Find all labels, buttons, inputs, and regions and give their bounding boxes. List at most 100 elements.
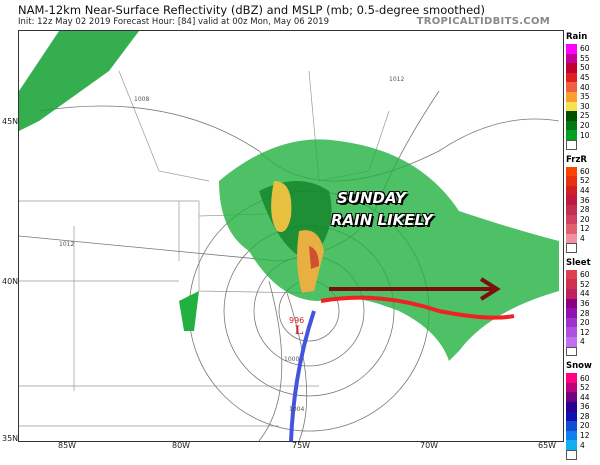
precip-legend: Rain 60 55 50 45 40 35 30 25 20 10 FrzR 60 52 44 36 28 20… xyxy=(566,30,600,465)
legend-label: 44 xyxy=(580,392,590,402)
map-canvas: L 996 1012 1008 1012 1004 1000 xyxy=(19,31,560,441)
legend-swatch xyxy=(566,317,577,328)
legend-label: 30 xyxy=(580,101,590,111)
legend-entry: 20 xyxy=(566,317,600,328)
legend-label: 20 xyxy=(580,214,590,224)
state-borders xyxy=(19,70,390,427)
annotation-line-2: RAIN LIKELY xyxy=(331,211,433,229)
legend-entry: 55 xyxy=(566,53,600,64)
legend-label: 12 xyxy=(580,431,590,441)
legend-swatch xyxy=(566,327,577,338)
legend-entry: 10 xyxy=(566,130,600,140)
legend-swatch xyxy=(566,195,577,205)
legend-entry: 20 xyxy=(566,421,600,431)
future-track-line xyxy=(320,295,515,320)
legend-label: 40 xyxy=(580,82,590,92)
legend-label: 44 xyxy=(580,289,590,299)
lon-label: 65W xyxy=(538,441,557,450)
legend-entry: 28 xyxy=(566,308,600,318)
annotation-line-1: SUNDAY xyxy=(337,189,406,207)
legend-swatch xyxy=(566,91,577,102)
legend-label: 25 xyxy=(580,111,590,121)
legend-entry: 4 xyxy=(566,233,600,244)
legend-swatch xyxy=(566,53,577,64)
legend-label: 4 xyxy=(580,233,585,243)
legend-label: 36 xyxy=(580,298,590,308)
legend-label: 28 xyxy=(580,308,590,318)
legend-swatch xyxy=(566,308,577,318)
legend-swatch xyxy=(566,373,577,383)
legend-entry: 12 xyxy=(566,327,600,338)
legend-entry: 52 xyxy=(566,279,600,290)
legend-entry: 60 xyxy=(566,44,600,54)
legend-label: 45 xyxy=(580,73,590,83)
legend-label: 60 xyxy=(580,44,590,54)
legend-entry: 60 xyxy=(566,269,600,280)
legend-frzr: FrzR 60 52 44 36 28 20 12 4 xyxy=(566,155,600,253)
legend-swatch xyxy=(566,392,577,402)
lon-label: 70W xyxy=(420,441,439,450)
low-pressure-symbol: L xyxy=(295,322,304,337)
legend-entry: 4 xyxy=(566,337,600,347)
map-subtitle: Init: 12z May 02 2019 Forecast Hour: [84… xyxy=(18,17,330,27)
legend-label: 60 xyxy=(580,270,590,280)
legend-entry: 36 xyxy=(566,402,600,412)
legend-swatch xyxy=(566,233,577,244)
legend-label: 12 xyxy=(580,224,590,234)
legend-entry: 12 xyxy=(566,430,600,441)
legend-swatch xyxy=(566,337,577,347)
legend-swatch xyxy=(566,402,577,412)
legend-swatch xyxy=(566,44,577,54)
legend-label: 52 xyxy=(580,383,590,393)
lat-label: 35N xyxy=(2,434,19,443)
legend-label: 20 xyxy=(580,318,590,328)
legend-swatch xyxy=(566,430,577,441)
legend-entry: 45 xyxy=(566,72,600,83)
legend-entry: 52 xyxy=(566,382,600,393)
legend-label: 50 xyxy=(580,63,590,73)
legend-rain: Rain 60 55 50 45 40 35 30 25 20 10 xyxy=(566,32,600,150)
legend-swatch xyxy=(566,214,577,225)
legend-swatch xyxy=(566,111,577,121)
past-track-line xyxy=(289,310,316,441)
legend-label: 36 xyxy=(580,402,590,412)
legend-snow: Snow 60 52 44 36 28 20 12 4 xyxy=(566,361,600,460)
isobar-label: 1004 xyxy=(289,406,304,413)
legend-entry: 50 xyxy=(566,63,600,73)
brand-watermark: TROPICALTIDBITS.COM xyxy=(416,16,550,27)
legend-title: Snow xyxy=(566,361,592,372)
legend-swatch xyxy=(566,440,577,450)
legend-label: 44 xyxy=(580,186,590,196)
lat-label: 45N xyxy=(2,117,19,126)
isobar-label: 1000 xyxy=(284,356,299,363)
isobar-label: 1008 xyxy=(134,96,149,103)
legend-entry: 20 xyxy=(566,120,600,131)
legend-label: 20 xyxy=(580,421,590,431)
legend-swatch xyxy=(566,185,577,196)
legend-entry: 35 xyxy=(566,91,600,102)
lat-label: 40N xyxy=(2,277,19,286)
legend-swatch xyxy=(566,346,577,357)
legend-entry: 40 xyxy=(566,82,600,92)
legend-swatch xyxy=(566,101,577,112)
lon-label: 80W xyxy=(172,441,191,450)
legend-swatch xyxy=(566,120,577,131)
legend-swatch xyxy=(566,279,577,290)
legend-entry: 20 xyxy=(566,214,600,225)
legend-title: Rain xyxy=(566,32,588,42)
legend-label: 20 xyxy=(580,121,590,131)
legend-label: 35 xyxy=(580,92,590,102)
legend-entry: 44 xyxy=(566,185,600,196)
legend-swatch xyxy=(566,166,577,177)
reflectivity-map: L 996 1012 1008 1012 1004 1000 SUNDAY RA… xyxy=(18,30,564,442)
legend-entry: 44 xyxy=(566,392,600,402)
isobar-label: 1012 xyxy=(59,241,74,248)
legend-entry: 60 xyxy=(566,166,600,177)
legend-swatch xyxy=(566,130,577,140)
legend-entry: 36 xyxy=(566,195,600,205)
legend-swatch xyxy=(566,269,577,280)
legend-title: Sleet xyxy=(566,257,591,268)
legend-entry: 12 xyxy=(566,224,600,234)
rain-areas xyxy=(19,31,559,361)
legend-swatch xyxy=(566,82,577,92)
